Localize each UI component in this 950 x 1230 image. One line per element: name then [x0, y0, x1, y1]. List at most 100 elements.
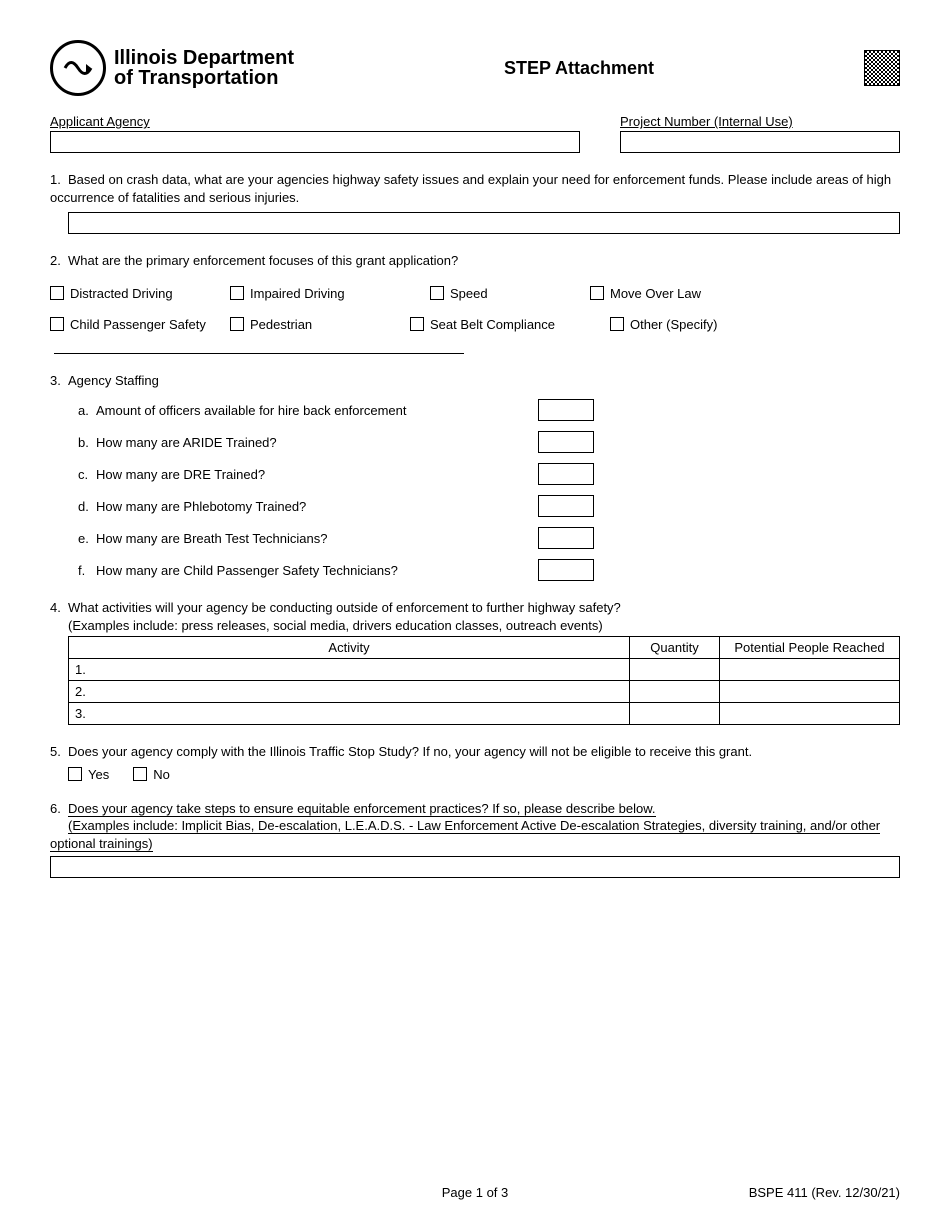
row-reached-input[interactable] — [720, 703, 900, 725]
q3e-label: How many are Breath Test Technicians? — [96, 531, 327, 546]
q5-no[interactable]: No — [133, 767, 170, 782]
q5-yes-label: Yes — [88, 767, 109, 782]
q3-item-a: a.Amount of officers available for hire … — [78, 399, 900, 421]
q3b-label: How many are ARIDE Trained? — [96, 435, 277, 450]
q3c-input[interactable] — [538, 463, 594, 485]
q6-text: 6.Does your agency take steps to ensure … — [50, 800, 900, 853]
table-row: 3. — [69, 703, 900, 725]
cb-label: Distracted Driving — [70, 286, 173, 301]
q3-item-e: e.How many are Breath Test Technicians? — [78, 527, 900, 549]
q4-body: What activities will your agency be cond… — [68, 600, 621, 615]
project-number-input[interactable] — [620, 131, 900, 153]
q3b-input[interactable] — [538, 431, 594, 453]
q3d-label: How many are Phlebotomy Trained? — [96, 499, 306, 514]
row-activity-input[interactable] — [109, 703, 630, 725]
cb-child-passenger-safety[interactable]: Child Passenger Safety — [50, 317, 230, 332]
q3a-letter: a. — [78, 403, 96, 418]
checkbox-icon[interactable] — [230, 317, 244, 331]
q5-no-label: No — [153, 767, 170, 782]
checkbox-icon[interactable] — [230, 286, 244, 300]
dept-line1: Illinois Department — [114, 48, 294, 68]
q6-body: Does your agency take steps to ensure eq… — [68, 801, 656, 817]
row-reached-input[interactable] — [720, 681, 900, 703]
q2-options: Distracted Driving Impaired Driving Spee… — [50, 276, 900, 354]
cb-speed[interactable]: Speed — [430, 286, 590, 301]
q3-item-b: b.How many are ARIDE Trained? — [78, 431, 900, 453]
cb-impaired-driving[interactable]: Impaired Driving — [230, 286, 430, 301]
cb-label: Child Passenger Safety — [70, 317, 206, 332]
qr-code-icon — [864, 50, 900, 86]
checkbox-icon[interactable] — [430, 286, 444, 300]
cb-label: Other (Specify) — [630, 317, 717, 332]
row-quantity-input[interactable] — [630, 681, 720, 703]
q3f-letter: f. — [78, 563, 96, 578]
q4-num: 4. — [50, 599, 68, 617]
cb-distracted-driving[interactable]: Distracted Driving — [50, 286, 230, 301]
q5-yesno: Yes No — [68, 767, 900, 782]
row-num: 3. — [69, 703, 109, 725]
checkbox-icon[interactable] — [410, 317, 424, 331]
q1-body: Based on crash data, what are your agenc… — [50, 172, 891, 205]
row-activity-input[interactable] — [109, 659, 630, 681]
checkbox-icon[interactable] — [68, 767, 82, 781]
th-quantity: Quantity — [630, 637, 720, 659]
q3-item-f: f.How many are Child Passenger Safety Te… — [78, 559, 900, 581]
dept-line2: of Transportation — [114, 68, 294, 88]
q3-num: 3. — [50, 372, 68, 390]
footer-page: Page 1 of 3 — [50, 1185, 900, 1200]
cb-other[interactable]: Other (Specify) — [610, 317, 717, 332]
row-num: 1. — [69, 659, 109, 681]
applicant-agency-label: Applicant Agency — [50, 114, 580, 129]
q5-body: Does your agency comply with the Illinoi… — [68, 744, 752, 759]
cb-seat-belt-compliance[interactable]: Seat Belt Compliance — [410, 317, 610, 332]
q3d-input[interactable] — [538, 495, 594, 517]
th-activity: Activity — [69, 637, 630, 659]
checkbox-icon[interactable] — [590, 286, 604, 300]
other-specify-input[interactable] — [54, 338, 464, 354]
q2-num: 2. — [50, 252, 68, 270]
q3d-letter: d. — [78, 499, 96, 514]
applicant-agency-block: Applicant Agency — [50, 114, 580, 153]
footer: Page 1 of 3 BSPE 411 (Rev. 12/30/21) — [50, 1185, 900, 1200]
table-row: 2. — [69, 681, 900, 703]
checkbox-icon[interactable] — [133, 767, 147, 781]
th-reached: Potential People Reached — [720, 637, 900, 659]
dept-name: Illinois Department of Transportation — [114, 48, 294, 88]
q6-input[interactable] — [50, 856, 900, 878]
q1-input[interactable] — [68, 212, 900, 234]
checkbox-icon[interactable] — [610, 317, 624, 331]
cb-label: Speed — [450, 286, 488, 301]
applicant-agency-input[interactable] — [50, 131, 580, 153]
row-activity-input[interactable] — [109, 681, 630, 703]
q3e-letter: e. — [78, 531, 96, 546]
q3e-input[interactable] — [538, 527, 594, 549]
cb-label: Seat Belt Compliance — [430, 317, 555, 332]
q3-item-c: c.How many are DRE Trained? — [78, 463, 900, 485]
checkbox-icon[interactable] — [50, 286, 64, 300]
q3c-letter: c. — [78, 467, 96, 482]
row-quantity-input[interactable] — [630, 703, 720, 725]
q3a-label: Amount of officers available for hire ba… — [96, 403, 406, 418]
q4-examples: (Examples include: press releases, socia… — [68, 618, 603, 633]
cb-pedestrian[interactable]: Pedestrian — [230, 317, 410, 332]
cb-label: Move Over Law — [610, 286, 701, 301]
q3b-letter: b. — [78, 435, 96, 450]
q1-num: 1. — [50, 171, 68, 189]
row-reached-input[interactable] — [720, 659, 900, 681]
q1-text: 1.Based on crash data, what are your age… — [50, 171, 900, 206]
table-row: 1. — [69, 659, 900, 681]
q3f-input[interactable] — [538, 559, 594, 581]
q6-num: 6. — [50, 800, 68, 818]
checkbox-icon[interactable] — [50, 317, 64, 331]
cb-move-over-law[interactable]: Move Over Law — [590, 286, 770, 301]
q3a-input[interactable] — [538, 399, 594, 421]
q2-text: 2.What are the primary enforcement focus… — [50, 252, 900, 270]
q4-activity-table: Activity Quantity Potential People Reach… — [68, 636, 900, 725]
logo-block: Illinois Department of Transportation — [50, 40, 294, 96]
q2-body: What are the primary enforcement focuses… — [68, 253, 458, 268]
q5-yes[interactable]: Yes — [68, 767, 109, 782]
q3-body: Agency Staffing — [68, 373, 159, 388]
q3-staffing-list: a.Amount of officers available for hire … — [78, 399, 900, 581]
row-quantity-input[interactable] — [630, 659, 720, 681]
q5-num: 5. — [50, 743, 68, 761]
